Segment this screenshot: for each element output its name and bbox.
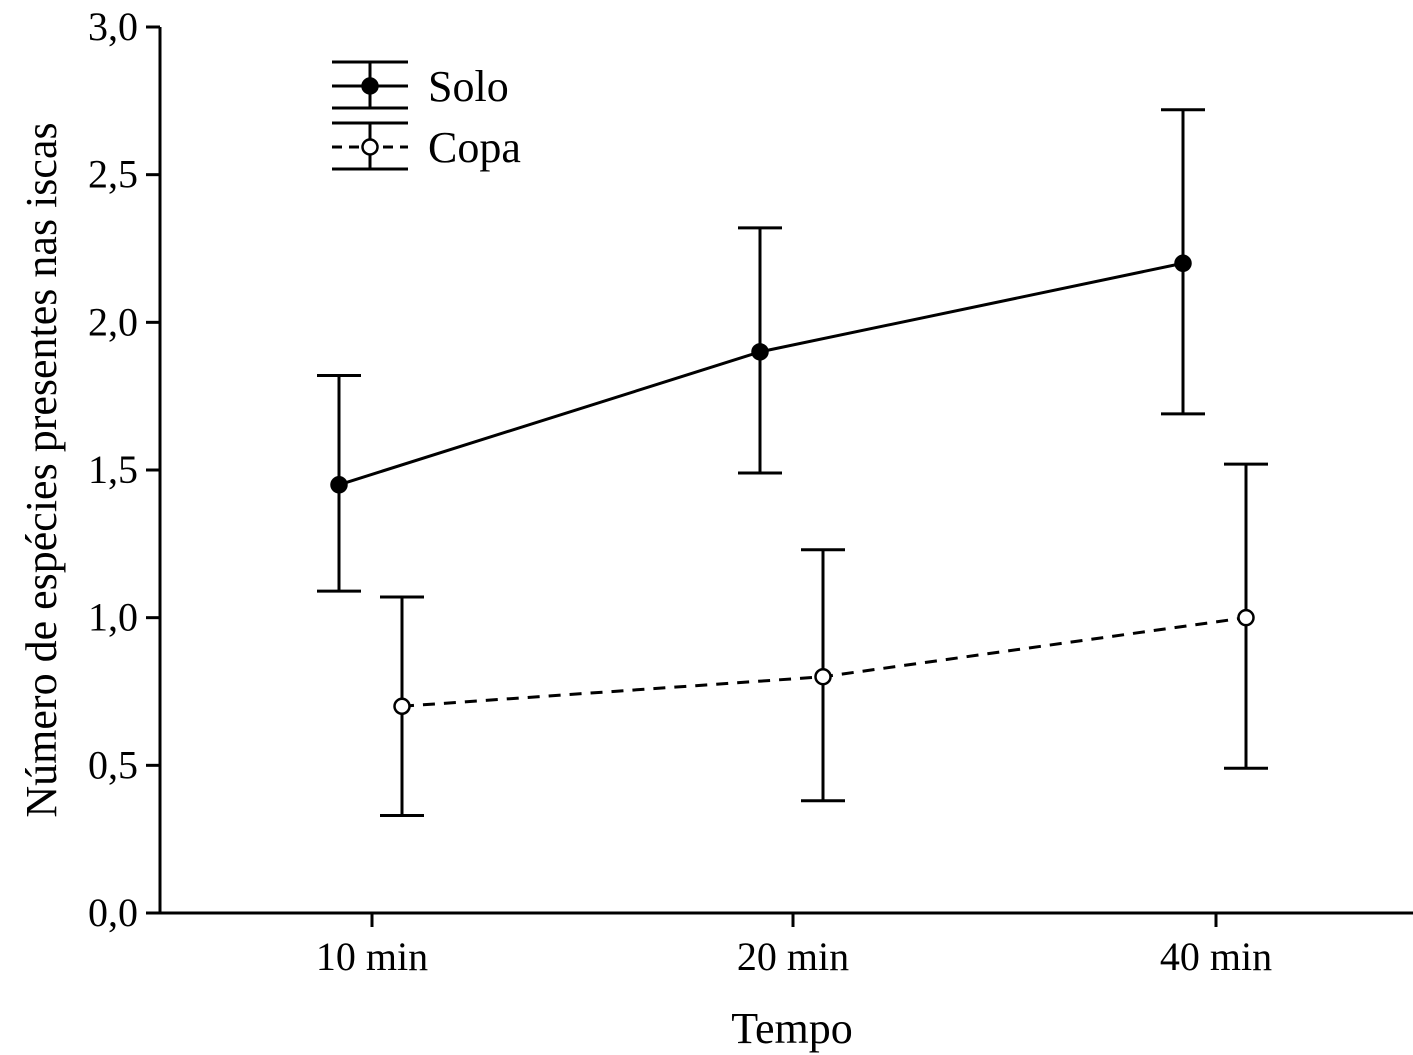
y-tick-label: 2,5 — [88, 152, 138, 197]
x-tick-label: 20 min — [737, 934, 849, 979]
x-tick-label: 40 min — [1160, 934, 1272, 979]
data-point — [814, 667, 832, 686]
data-point — [330, 476, 348, 494]
data-point — [393, 697, 411, 716]
chart-axes: 0,0 0,5 1,0 1,5 2,0 2,5 3,0 10 min 20 min 40 min — [88, 4, 1413, 979]
data-point — [1237, 608, 1255, 627]
x-axis-title: Tempo — [731, 1004, 853, 1053]
y-tick-label: 1,5 — [88, 447, 138, 492]
series-layer — [317, 108, 1268, 818]
legend: Solo Copa — [332, 60, 521, 172]
legend-marker — [361, 138, 379, 156]
series-copa — [380, 462, 1268, 818]
y-tick-label: 3,0 — [88, 4, 138, 49]
y-axis-title: Número de espécies presentes nas iscas — [17, 122, 66, 817]
data-point — [751, 343, 769, 361]
y-tick-label: 0,5 — [88, 742, 138, 787]
legend-label: Solo — [428, 62, 509, 111]
y-tick-label: 2,0 — [88, 299, 138, 344]
legend-label: Copa — [428, 123, 521, 172]
series-solo — [317, 108, 1205, 593]
legend-marker — [361, 77, 379, 95]
legend-item-solo: Solo — [332, 60, 509, 111]
y-tick-label: 0,0 — [88, 890, 138, 935]
legend-item-copa: Copa — [332, 121, 521, 172]
y-tick-label: 1,0 — [88, 595, 138, 640]
data-point — [1174, 254, 1192, 273]
x-tick-label: 10 min — [316, 934, 428, 979]
